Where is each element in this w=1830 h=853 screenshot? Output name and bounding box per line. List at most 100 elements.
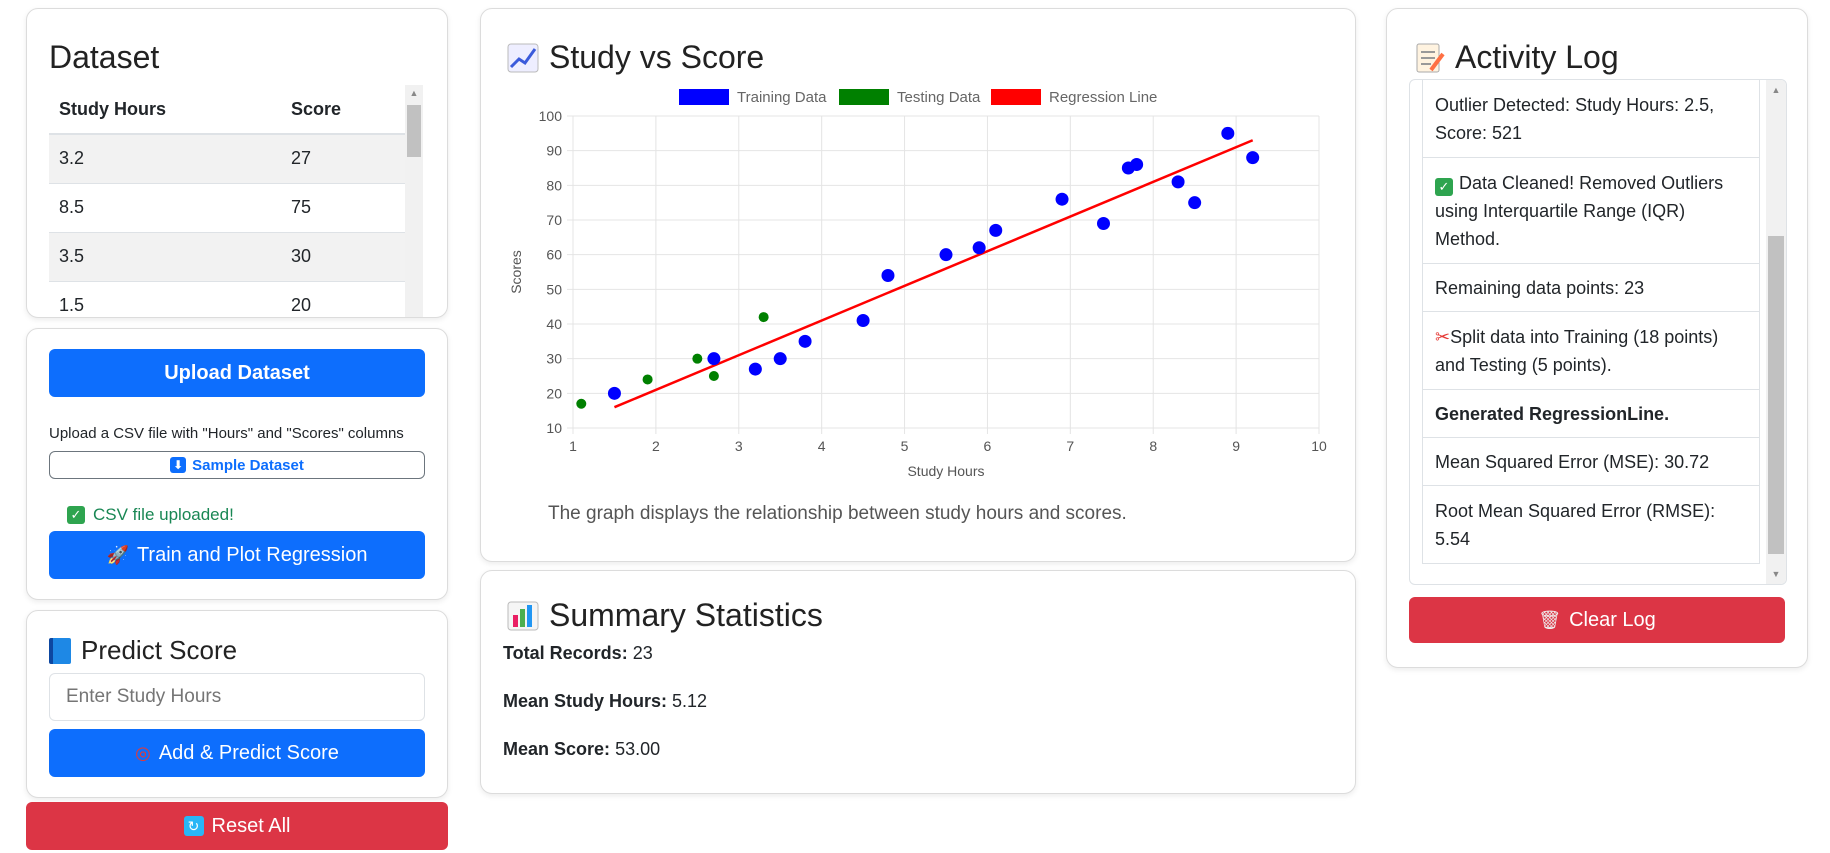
- log-item-text-body: Data Cleaned! Removed Outliers using Int…: [1435, 172, 1724, 249]
- stat-hours-label: Mean Study Hours:: [503, 691, 668, 711]
- x-tick-label: 7: [1066, 438, 1074, 454]
- training-point: [607, 386, 621, 400]
- memo-icon: [1416, 43, 1445, 72]
- training-point: [748, 362, 762, 376]
- reset-all-label: Reset All: [211, 814, 291, 837]
- summary-title: Summary Statistics: [507, 597, 823, 634]
- log-item: Root Mean Squared Error (RMSE): 5.54: [1423, 486, 1759, 564]
- y-tick-label: 100: [539, 108, 563, 124]
- y-tick-label: 40: [546, 316, 562, 332]
- training-point: [1188, 196, 1202, 210]
- trash-icon: 🗑: [1538, 609, 1562, 630]
- scissors-icon: ✂: [1435, 326, 1451, 347]
- chart-title: Study vs Score: [507, 39, 764, 76]
- clear-log-label: Clear Log: [1569, 608, 1656, 631]
- log-item-text: Mean Squared Error (MSE): 30.72: [1435, 451, 1710, 472]
- legend-swatch: [991, 89, 1041, 105]
- train-plot-button[interactable]: 🚀 Train and Plot Regression: [49, 531, 425, 579]
- legend-label: Training Data: [737, 89, 827, 106]
- activity-log-card: Activity Log Outlier Detected: Study Hou…: [1386, 8, 1808, 668]
- cell-hours: 3.5: [49, 232, 281, 282]
- cell-score: 30: [281, 232, 405, 282]
- testing-point: [758, 312, 769, 323]
- log-item: ✓ Data Cleaned! Removed Outliers using In…: [1423, 158, 1759, 264]
- upload-hint: Upload a CSV file with "Hours" and "Scor…: [49, 425, 404, 442]
- x-tick-label: 3: [735, 438, 743, 454]
- sample-dataset-label: Sample Dataset: [192, 456, 304, 474]
- x-tick-label: 2: [652, 438, 660, 454]
- y-tick-label: 50: [546, 281, 562, 297]
- training-point: [1221, 126, 1235, 140]
- sample-dataset-button[interactable]: ⬇ Sample Dataset: [49, 451, 425, 479]
- legend-swatch: [839, 89, 889, 105]
- legend-swatch: [679, 89, 729, 105]
- x-tick-label: 6: [984, 438, 992, 454]
- training-point: [1130, 158, 1144, 172]
- cell-score: 27: [281, 134, 405, 184]
- scroll-up-icon[interactable]: ▲: [1771, 85, 1781, 95]
- training-point: [1096, 216, 1110, 230]
- add-predict-label: Add & Predict Score: [158, 741, 339, 764]
- x-tick-label: 1: [569, 438, 577, 454]
- training-point: [972, 241, 986, 255]
- stat-hours-value: 5.12: [672, 691, 708, 711]
- log-item: Outlier Detected: Study Hours: 2.5, Scor…: [1423, 80, 1759, 158]
- log-scrollbar[interactable]: ▲ ▼: [1766, 80, 1786, 584]
- log-item-text: Outlier Detected: Study Hours: 2.5, Scor…: [1435, 94, 1715, 143]
- y-tick-label: 30: [546, 351, 562, 367]
- chart-line-icon: [507, 43, 539, 72]
- check-icon: ✓: [1435, 177, 1453, 196]
- testing-point: [692, 353, 703, 364]
- log-item: Remaining data points: 23: [1423, 264, 1759, 312]
- x-tick-label: 8: [1149, 438, 1157, 454]
- log-list-container[interactable]: Outlier Detected: Study Hours: 2.5, Scor…: [1409, 79, 1787, 585]
- training-point: [881, 268, 895, 282]
- cell-score: 20: [281, 281, 405, 317]
- chart-caption: The graph displays the relationship betw…: [548, 503, 1127, 524]
- stat-mean-hours: Mean Study Hours: 5.12: [503, 691, 707, 712]
- dataset-scrollbar[interactable]: ▲: [405, 85, 423, 317]
- y-tick-label: 60: [546, 247, 562, 263]
- add-predict-button[interactable]: ◎ Add & Predict Score: [49, 729, 425, 777]
- column-header-hours: Study Hours: [49, 85, 281, 135]
- target-icon: ◎: [135, 742, 151, 764]
- cell-score: 75: [281, 183, 405, 233]
- stat-mean-score: Mean Score: 53.00: [503, 739, 660, 760]
- stat-total-value: 23: [632, 643, 653, 663]
- upload-status: ✓ CSV file uploaded!: [67, 505, 234, 525]
- summary-card: Summary Statistics Total Records: 23 Mea…: [480, 570, 1356, 794]
- train-plot-label: Train and Plot Regression: [136, 543, 368, 566]
- x-tick-label: 10: [1311, 438, 1327, 454]
- x-tick-label: 9: [1232, 438, 1240, 454]
- y-tick-label: 10: [546, 420, 562, 436]
- upload-dataset-button[interactable]: Upload Dataset: [49, 349, 425, 397]
- log-scroll-thumb[interactable]: [1768, 236, 1784, 554]
- cell-hours: 3.2: [49, 134, 281, 184]
- log-list: Outlier Detected: Study Hours: 2.5, Scor…: [1422, 80, 1760, 564]
- reset-all-button[interactable]: ↻ Reset All: [26, 802, 448, 850]
- table-row: 3.5 30: [49, 232, 405, 282]
- cell-hours: 1.5: [49, 281, 281, 317]
- dataset-card: Dataset Study Hours Score 3.2 27 8.5 75: [26, 8, 448, 318]
- y-tick-label: 90: [546, 143, 562, 159]
- regression-line: [613, 139, 1254, 409]
- log-title: Activity Log: [1415, 39, 1619, 76]
- dataset-scroll-thumb[interactable]: [407, 105, 421, 157]
- scroll-down-icon[interactable]: ▼: [1771, 569, 1781, 579]
- log-item-text: Generated RegressionLine.: [1435, 403, 1670, 424]
- chart-card: 1 2 3 4 5 6 7 8 9 10 10 20 30 40 50 60 70 80 90 100 Study Ho…: [480, 8, 1356, 562]
- testing-point: [642, 374, 653, 385]
- x-tick-label: 4: [818, 438, 826, 454]
- training-point: [856, 314, 870, 328]
- testing-point: [576, 398, 587, 409]
- study-hours-input[interactable]: [49, 673, 425, 721]
- stat-total-label: Total Records:: [503, 643, 628, 663]
- training-point: [989, 223, 1003, 237]
- upload-card: Upload Dataset Upload a CSV file with "H…: [26, 328, 448, 600]
- clear-log-button[interactable]: 🗑 Clear Log: [1409, 597, 1785, 643]
- dataset-table-wrap[interactable]: Study Hours Score 3.2 27 8.5 75 3.5 30: [49, 85, 447, 317]
- stat-total-records: Total Records: 23: [503, 643, 653, 664]
- table-row: 3.2 27: [49, 134, 405, 184]
- stat-score-value: 53.00: [615, 739, 661, 759]
- scroll-up-icon[interactable]: ▲: [409, 88, 419, 98]
